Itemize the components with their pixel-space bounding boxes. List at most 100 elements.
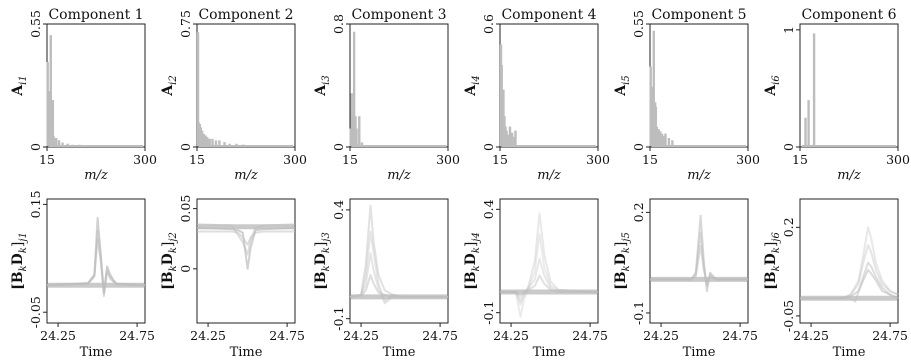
x-tick-label: 300 <box>436 152 460 167</box>
x-tick-label: 24.75 <box>872 328 908 343</box>
x-tick-label: 24.25 <box>190 328 226 343</box>
axes-frame <box>196 23 296 148</box>
y-tick-label: -0.05 <box>781 300 796 332</box>
y-tick-label: 0 <box>28 143 43 151</box>
y-axis-label: Ai4 <box>463 75 482 96</box>
y-tick-label: -0.1 <box>331 307 346 331</box>
x-tick-label: 24.25 <box>643 328 679 343</box>
elution-profile-line <box>349 274 448 298</box>
x-axis-label: Time <box>533 345 566 360</box>
x-axis-label: Time <box>683 345 716 360</box>
y-axis-label: [BkDk]j4 <box>463 232 482 290</box>
chart-panel-3: Component 3 0 0.8 15 300 m/z Ai3 <box>313 7 460 183</box>
y-axis-label: Ai3 <box>313 75 332 96</box>
x-tick-label: 300 <box>133 152 157 167</box>
y-tick-label: 0.2 <box>631 202 646 222</box>
x-tick-label: 15 <box>492 152 508 167</box>
axes-frame <box>46 198 146 324</box>
x-tick-label: 24.25 <box>493 328 529 343</box>
panel-title: Component 5 <box>651 7 746 23</box>
x-tick-label: 300 <box>736 152 760 167</box>
axes-frame <box>46 23 146 148</box>
elution-profile-line <box>500 274 598 298</box>
panel-title: Component 3 <box>351 7 446 23</box>
chart-panel-5: Component 5 0 0.55 15 300 m/z Ai5 <box>613 7 760 183</box>
x-tick-label: 24.75 <box>722 328 758 343</box>
x-axis-label: m/z <box>234 168 258 183</box>
y-tick-label: 0 <box>331 143 346 151</box>
y-axis-label: [BkDk]j3 <box>313 232 332 290</box>
chart-panel-10: 0.4 -0.1 24.25 24.75 Time [BkDk]j4 <box>463 198 608 360</box>
x-tick-label: 24.25 <box>793 328 829 343</box>
y-tick-label: 0 <box>178 265 193 273</box>
axes-frame <box>499 198 599 324</box>
panel-title: Component 4 <box>501 7 596 23</box>
y-tick-label: 0.4 <box>331 200 346 220</box>
axes-frame <box>649 198 749 324</box>
elution-profile-line <box>500 233 599 318</box>
x-axis-label: Time <box>80 345 113 360</box>
elution-profile-line <box>500 257 598 302</box>
x-tick-label: 15 <box>342 152 358 167</box>
elution-profile-line <box>800 261 899 303</box>
chart-panel-8: 0.05 0 24.25 24.75 Time [BkDk]j2 <box>160 195 305 360</box>
y-axis-label: Ai1 <box>10 75 29 96</box>
axes-frame <box>799 198 899 324</box>
y-axis-label: Ai6 <box>763 75 782 97</box>
y-tick-label: 1 <box>781 26 796 34</box>
y-tick-label: 0.15 <box>28 190 43 218</box>
x-axis-label: Time <box>833 345 866 360</box>
x-tick-label: 15 <box>642 152 658 167</box>
axes-frame <box>349 198 449 324</box>
x-tick-label: 300 <box>586 152 610 167</box>
chart-panel-4: Component 4 0 0.6 15 300 m/z Ai4 <box>463 7 610 183</box>
x-axis-label: Time <box>230 345 263 360</box>
elution-profile-line <box>500 212 599 306</box>
elution-profile-line <box>650 244 748 284</box>
elution-profile-line <box>800 268 899 300</box>
x-axis-label: m/z <box>687 168 711 183</box>
x-tick-label: 300 <box>886 152 910 167</box>
x-axis-label: Time <box>383 345 416 360</box>
elution-profile-line <box>349 204 448 298</box>
x-axis-label: m/z <box>537 168 561 183</box>
x-tick-label: 15 <box>189 152 205 167</box>
y-tick-label: 0.2 <box>781 217 796 237</box>
x-tick-label: 15 <box>39 152 55 167</box>
x-tick-label: 24.75 <box>572 328 608 343</box>
chart-panel-2: Component 2 0 0.75 15 300 m/z Ai2 <box>160 7 307 183</box>
y-axis-label: Ai2 <box>160 75 179 96</box>
elution-profile-line <box>800 226 899 300</box>
y-tick-label: -0.05 <box>28 296 43 328</box>
axes-frame <box>499 23 599 148</box>
y-tick-label: 0.55 <box>28 10 43 38</box>
y-tick-label: 0.55 <box>631 10 646 38</box>
chart-panel-6: Component 6 0 1 15 300 m/z Ai6 <box>763 7 910 183</box>
y-tick-label: 0 <box>178 143 193 151</box>
x-tick-label: 24.75 <box>269 328 305 343</box>
x-tick-label: 24.25 <box>343 328 379 343</box>
y-axis-label: [BkDk]j6 <box>763 232 782 290</box>
y-tick-label: -0.1 <box>631 301 646 325</box>
elution-profile-line <box>196 223 296 256</box>
y-axis-label: Ai5 <box>613 75 632 96</box>
x-tick-label: 300 <box>283 152 307 167</box>
y-tick-label: 0.05 <box>178 195 193 223</box>
x-tick-label: 24.75 <box>422 328 458 343</box>
elution-profile-line <box>349 230 448 303</box>
y-axis-label: [BkDk]j5 <box>613 232 632 290</box>
axes-frame <box>649 23 749 148</box>
x-tick-label: 24.25 <box>40 328 76 343</box>
elution-profile-line <box>197 230 295 246</box>
axes-frame <box>196 198 296 324</box>
axes-frame <box>349 23 449 148</box>
chart-panel-1: Component 1 0 0.55 15 300 m/z Ai1 <box>10 7 157 183</box>
chart-panel-11: 0.2 -0.1 24.25 24.75 Time [BkDk]j5 <box>613 198 758 360</box>
y-axis-label: [BkDk]j1 <box>10 232 29 290</box>
x-axis-label: m/z <box>387 168 411 183</box>
y-tick-label: 0.6 <box>481 14 496 34</box>
panel-title: Component 2 <box>198 7 293 23</box>
x-tick-label: 24.75 <box>119 328 155 343</box>
